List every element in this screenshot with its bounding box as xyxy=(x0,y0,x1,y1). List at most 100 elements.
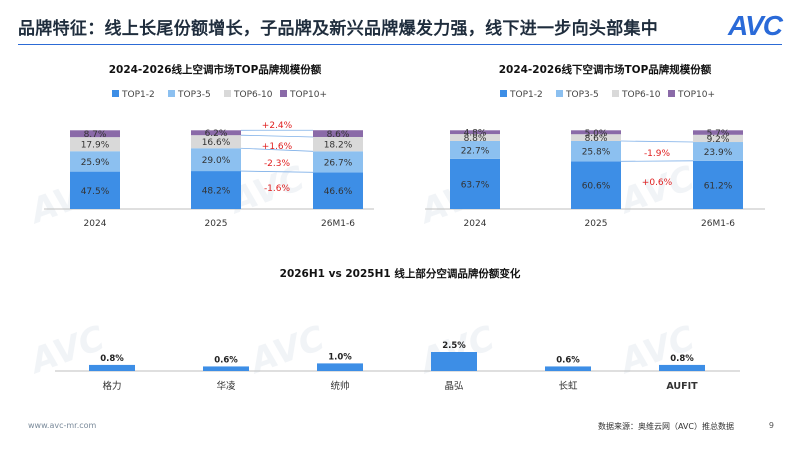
online-bar-2024-TOP6-10 xyxy=(70,137,120,152)
offline-legend-label-TOP6-10: TOP6-10 xyxy=(621,90,661,100)
offline-connector-line xyxy=(620,140,694,143)
brand-data-label-长虹: 0.6% xyxy=(556,355,580,365)
online-data-label-2024-TOP10+: 8.7% xyxy=(84,130,107,140)
online-legend-swatch-TOP3-5 xyxy=(168,90,175,97)
offline-data-label-2025-TOP10+: 5.0% xyxy=(585,129,608,139)
brand-category-label-华凌: 华凌 xyxy=(216,380,236,392)
offline-category-label-2025: 2025 xyxy=(585,219,608,229)
offline-category-label-2024: 2024 xyxy=(464,219,487,229)
offline-change-annotation: +0.6% xyxy=(642,178,673,188)
brand-data-label-AUFIT: 0.8% xyxy=(670,354,694,364)
brand-category-label-长虹: 长虹 xyxy=(558,380,578,392)
online-bar-2025-TOP1-2 xyxy=(191,171,241,209)
online-data-label-26M1-6-TOP3-5: 26.7% xyxy=(324,158,353,168)
online-change-annotation: -1.6% xyxy=(264,184,291,194)
page-title: 品牌特征：线上长尾份额增长，子品牌及新兴品牌爆发力强，线下进一步向头部集中 xyxy=(18,19,659,39)
offline-legend-label-TOP10+: TOP10+ xyxy=(677,90,715,100)
online-bar-2025-TOP6-10 xyxy=(191,135,241,149)
offline-legend-swatch-TOP3-5 xyxy=(556,90,563,97)
offline-bar-2024-TOP6-10 xyxy=(450,134,500,142)
offline-bar-2024-TOP1-2 xyxy=(450,158,500,209)
online-legend-label-TOP1-2: TOP1-2 xyxy=(121,90,155,100)
offline-bar-2025-TOP10+ xyxy=(571,130,621,135)
offline-data-label-2024-TOP1-2: 63.7% xyxy=(461,180,490,190)
brand-data-label-晶弘: 2.5% xyxy=(442,341,466,351)
brand-category-label-晶弘: 晶弘 xyxy=(444,381,464,392)
online-change-annotation: -2.3% xyxy=(264,159,291,169)
brand-category-label-格力: 格力 xyxy=(102,380,121,392)
online-data-label-26M1-6-TOP6-10: 18.2% xyxy=(324,141,353,151)
online-connector-line xyxy=(240,170,314,173)
offline-data-label-26M1-6-TOP1-2: 61.2% xyxy=(704,181,733,191)
offline-bar-2024-TOP3-5 xyxy=(450,141,500,159)
offline-data-label-26M1-6-TOP6-10: 9.2% xyxy=(707,135,730,145)
footer-website: www.avc-mr.com xyxy=(28,421,97,430)
offline-legend-swatch-TOP10+ xyxy=(668,90,675,97)
online-legend-label-TOP3-5: TOP3-5 xyxy=(177,90,211,100)
online-data-label-2025-TOP3-5: 29.0% xyxy=(202,156,231,166)
offline-bar-2025-TOP6-10 xyxy=(571,134,621,142)
online-bar-2024-TOP1-2 xyxy=(70,171,120,209)
brand-bar-华凌 xyxy=(203,366,249,371)
online-category-label-26M1-6: 26M1-6 xyxy=(321,219,355,229)
online-legend-swatch-TOP6-10 xyxy=(224,90,231,97)
offline-legend-swatch-TOP6-10 xyxy=(612,90,619,97)
online-data-label-2025-TOP1-2: 48.2% xyxy=(202,187,231,197)
offline-data-label-2024-TOP10+: 4.8% xyxy=(464,129,487,139)
brand-bar-晶弘 xyxy=(431,352,477,371)
online-bar-26M1-6-TOP6-10 xyxy=(313,136,363,152)
online-bar-2025-TOP10+ xyxy=(191,130,241,136)
online-connector-line xyxy=(240,134,314,138)
brand-bar-长虹 xyxy=(545,366,591,371)
offline-data-label-2025-TOP1-2: 60.6% xyxy=(582,182,611,192)
online-change-annotation: +2.4% xyxy=(262,121,293,131)
online-connector-line xyxy=(240,147,314,152)
online-bar-2024-TOP3-5 xyxy=(70,151,120,172)
offline-legend-label-TOP1-2: TOP1-2 xyxy=(509,90,543,100)
offline-legend-label-TOP3-5: TOP3-5 xyxy=(565,90,599,100)
offline-bar-2024-TOP10+ xyxy=(450,130,500,135)
offline-chart-title: 2024-2026线下空调市场TOP品牌规模份额 xyxy=(499,63,712,76)
offline-bar-26M1-6-TOP3-5 xyxy=(693,142,743,161)
offline-bar-26M1-6-TOP6-10 xyxy=(693,134,743,143)
online-data-label-2024-TOP3-5: 25.9% xyxy=(81,158,110,168)
offline-bar-2025-TOP3-5 xyxy=(571,141,621,162)
brand-data-label-统帅: 1.0% xyxy=(328,352,352,362)
online-bar-2024-TOP10+ xyxy=(70,130,120,138)
online-chart-title: 2024-2026线上空调市场TOP品牌规模份额 xyxy=(109,63,322,76)
page-number: 9 xyxy=(768,421,774,430)
brand-data-label-华凌: 0.6% xyxy=(214,355,238,365)
offline-data-label-2025-TOP3-5: 25.8% xyxy=(582,148,611,158)
online-bar-26M1-6-TOP3-5 xyxy=(313,151,363,173)
offline-data-label-2024-TOP6-10: 8.8% xyxy=(464,134,487,144)
offline-data-label-26M1-6-TOP3-5: 23.9% xyxy=(704,148,733,158)
brand-bar-格力 xyxy=(89,364,135,371)
offline-data-label-2024-TOP3-5: 22.7% xyxy=(461,146,490,156)
online-legend-label-TOP6-10: TOP6-10 xyxy=(233,90,273,100)
offline-data-label-26M1-6-TOP10+: 5.7% xyxy=(707,129,730,139)
brand-bar-AUFIT xyxy=(659,364,705,371)
brand-chart-title: 2026H1 vs 2025H1 线上部分空调品牌份额变化 xyxy=(280,267,521,280)
offline-bar-26M1-6-TOP10+ xyxy=(693,130,743,135)
online-bar-26M1-6-TOP10+ xyxy=(313,130,363,137)
brand-data-label-格力: 0.8% xyxy=(100,354,124,364)
offline-legend-swatch-TOP1-2 xyxy=(500,90,507,97)
offline-change-annotation: -1.9% xyxy=(644,149,671,159)
online-data-label-2024-TOP6-10: 17.9% xyxy=(81,141,110,151)
offline-category-label-26M1-6: 26M1-6 xyxy=(701,219,735,229)
online-data-label-26M1-6-TOP1-2: 46.6% xyxy=(324,187,353,197)
brand-category-label-AUFIT: AUFIT xyxy=(666,381,698,392)
offline-bar-2025-TOP1-2 xyxy=(571,161,621,209)
header-divider xyxy=(18,44,782,45)
online-data-label-2025-TOP10+: 6.2% xyxy=(205,129,228,139)
online-legend-swatch-TOP1-2 xyxy=(112,90,119,97)
footer-source: 数据来源：奥维云网（AVC）推总数据 xyxy=(597,422,734,431)
online-category-label-2025: 2025 xyxy=(205,219,228,229)
online-bar-26M1-6-TOP1-2 xyxy=(313,172,363,209)
online-legend-label-TOP10+: TOP10+ xyxy=(289,90,327,100)
avc-logo: AVC xyxy=(727,10,783,41)
online-bar-2025-TOP3-5 xyxy=(191,148,241,172)
online-category-label-2024: 2024 xyxy=(84,219,107,229)
offline-data-label-2025-TOP6-10: 8.6% xyxy=(585,134,608,144)
